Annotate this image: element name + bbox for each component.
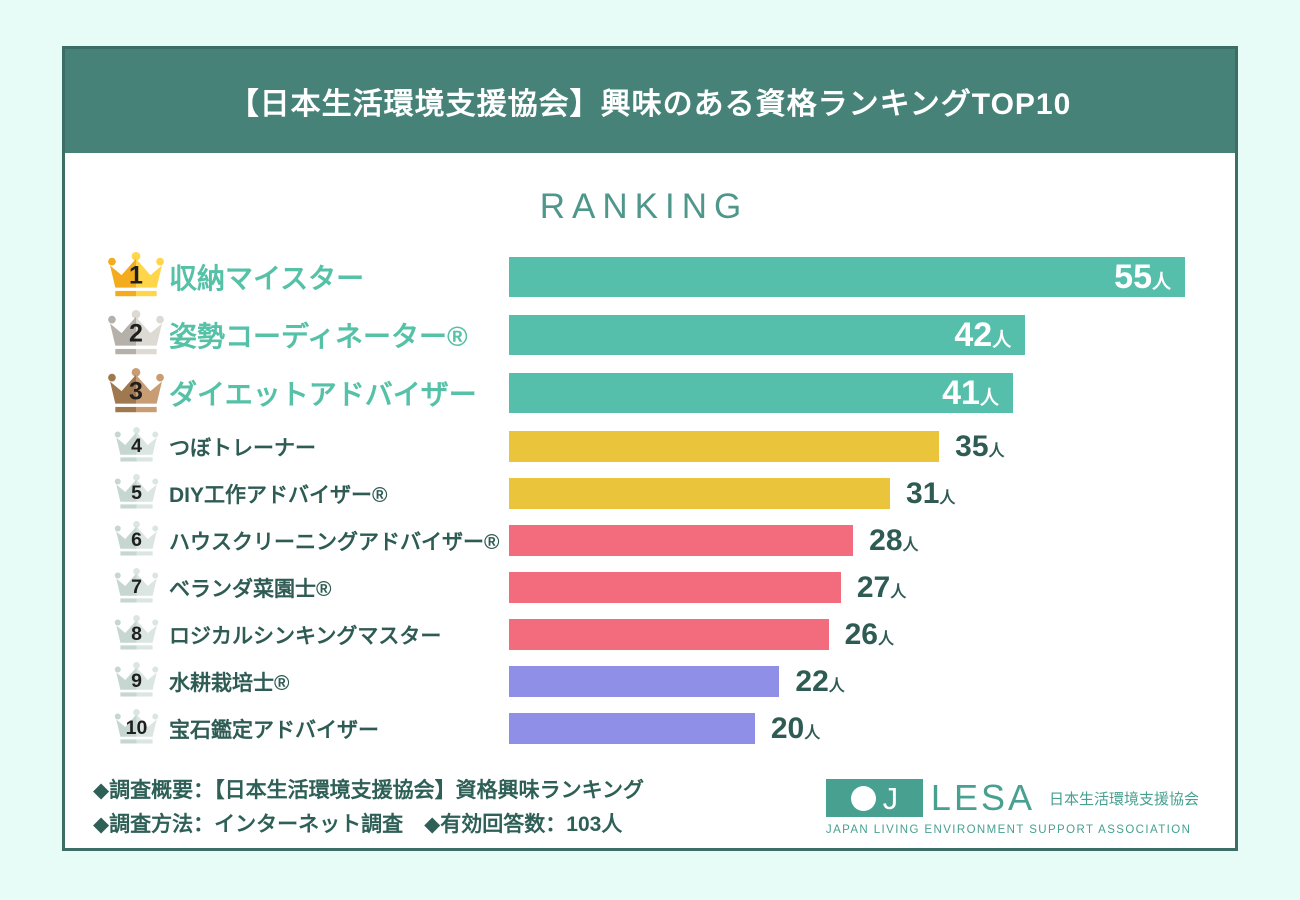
qualification-label: DIY工作アドバイザー® [169,483,388,507]
bar-track: 41人 [509,373,1185,413]
survey-method: ◆調査方法：インターネット調査 ◆有効回答数：103人 [93,812,623,836]
bar-area: 31人 [509,476,1185,510]
value-bar [509,572,841,603]
value-label: 22人 [795,664,845,698]
bar-area: 27人 [509,570,1185,604]
logo-text: LESA [930,777,1035,819]
qualification-label: ロジカルシンキングマスター [169,624,442,648]
page-title: 【日本生活環境支援協会】興味のある資格ランキングTOP10 [228,88,1072,121]
ranking-row: 8 ロジカルシンキングマスター 26人 [103,615,1185,651]
value-label: 26人 [844,617,894,651]
ranking-row: 1 収納マイスター 55人 [103,252,1185,297]
qualification-label: ダイエットアドバイザー [169,379,477,410]
logo-japanese-name: 日本生活環境支援協会 [1048,790,1199,808]
bar-track: 26人 [509,617,1185,651]
value-label: 31人 [906,476,956,510]
crown-rank-icon: 6 [103,521,169,560]
value-label: 20人 [770,711,821,745]
association-logo: J LESA 日本生活環境支援協会 JAPAN LIVING ENVIRONME… [825,777,1199,837]
bar-track: 27人 [509,570,1185,604]
bar-track: 28人 [509,523,1185,557]
bar-track: 22人 [509,664,1185,698]
ranking-row: 9 水耕栽培士® 22人 [103,662,1185,698]
logo-mark: J [825,779,923,818]
qualification-label: ハウスクリーニングアドバイザー® [169,530,500,554]
header-banner: 【日本生活環境支援協会】興味のある資格ランキングTOP10 [65,49,1235,153]
value-label: 41人 [942,373,999,412]
qualification-label: ベランダ菜園士® [169,577,332,601]
svg-text:2: 2 [129,320,143,348]
svg-text:3: 3 [129,378,143,406]
qualification-label: 姿勢コーディネーター® [169,321,468,352]
bar-area: 35人 [509,429,1185,463]
value-bar [509,525,854,556]
crown-rank-icon: 9 [103,662,169,701]
value-bar [509,431,940,462]
survey-notes: ◆調査概要：【日本生活環境支援協会】資格興味ランキング ◆調査方法：インターネッ… [93,774,644,841]
value-bar [509,478,891,509]
bar-area: 28人 [509,523,1185,557]
value-bar: 41人 [509,373,1013,413]
qualification-label: 収納マイスター [169,263,365,294]
value-label: 27人 [856,570,907,604]
survey-overview: ◆調査概要：【日本生活環境支援協会】資格興味ランキング [93,779,645,802]
logo-row: J LESA 日本生活環境支援協会 [825,777,1199,819]
logo-english-name: JAPAN LIVING ENVIRONMENT SUPPORT ASSOCIA… [825,824,1192,837]
crown-rank-icon: 3 [103,368,169,418]
svg-text:10: 10 [125,717,147,739]
crown-rank-icon: 1 [103,252,169,302]
ranking-list: 1 収納マイスター 55人 2 姿勢コーディネーター [103,252,1185,745]
bar-area: 20人 [509,711,1185,745]
qualification-label: 水耕栽培士® [169,671,290,695]
svg-text:8: 8 [131,623,142,645]
value-label: 28人 [869,523,919,557]
svg-text:7: 7 [131,576,142,598]
infographic-card: 【日本生活環境支援協会】興味のある資格ランキングTOP10 RANKING 1 … [62,46,1238,851]
bar-area: 22人 [509,664,1185,698]
bar-area: 41人 [509,373,1185,413]
value-label: 55人 [1114,257,1171,296]
chart-body: RANKING 1 収納マイスター 55人 [65,187,1235,745]
logo-initial: J [882,780,899,816]
ranking-row: 5 DIY工作アドバイザー® 31人 [103,474,1185,510]
ranking-row: 7 ベランダ菜園士® 27人 [103,568,1185,604]
svg-text:5: 5 [131,482,142,504]
crown-rank-icon: 7 [103,568,169,607]
svg-text:6: 6 [131,529,142,551]
bar-area: 55人 [509,257,1185,297]
value-bar [509,666,780,697]
bar-track: 35人 [509,429,1185,463]
bar-track: 31人 [509,476,1185,510]
crown-rank-icon: 2 [103,310,169,360]
bar-area: 42人 [509,315,1185,355]
ranking-row: 10 宝石鑑定アドバイザー 20人 [103,709,1185,745]
svg-text:9: 9 [131,670,142,692]
ranking-row: 2 姿勢コーディネーター® 42人 [103,310,1185,355]
value-label: 42人 [954,315,1012,354]
value-bar [509,619,829,650]
qualification-label: 宝石鑑定アドバイザー [169,718,379,742]
crown-rank-icon: 10 [103,709,169,748]
bar-area: 26人 [509,617,1185,651]
value-bar: 55人 [509,257,1185,297]
value-bar [509,713,755,744]
crown-rank-icon: 5 [103,474,169,513]
value-bar: 42人 [509,315,1026,355]
crown-rank-icon: 8 [103,615,169,654]
ranking-row: 3 ダイエットアドバイザー 41人 [103,368,1185,413]
value-label: 35人 [955,429,1005,463]
bar-track: 20人 [509,711,1185,745]
ranking-row: 6 ハウスクリーニングアドバイザー® 28人 [103,521,1185,557]
ranking-row: 4 つぼトレーナー 35人 [103,427,1185,463]
crown-rank-icon: 4 [103,427,169,466]
bar-track: 55人 [509,257,1185,297]
ranking-heading: RANKING [539,187,749,226]
footer: ◆調査概要：【日本生活環境支援協会】資格興味ランキング ◆調査方法：インターネッ… [65,760,1235,841]
qualification-label: つぼトレーナー [169,436,316,460]
logo-circle-icon [850,785,876,811]
svg-text:1: 1 [129,262,143,290]
svg-text:4: 4 [131,435,142,457]
bar-track: 42人 [509,315,1185,355]
